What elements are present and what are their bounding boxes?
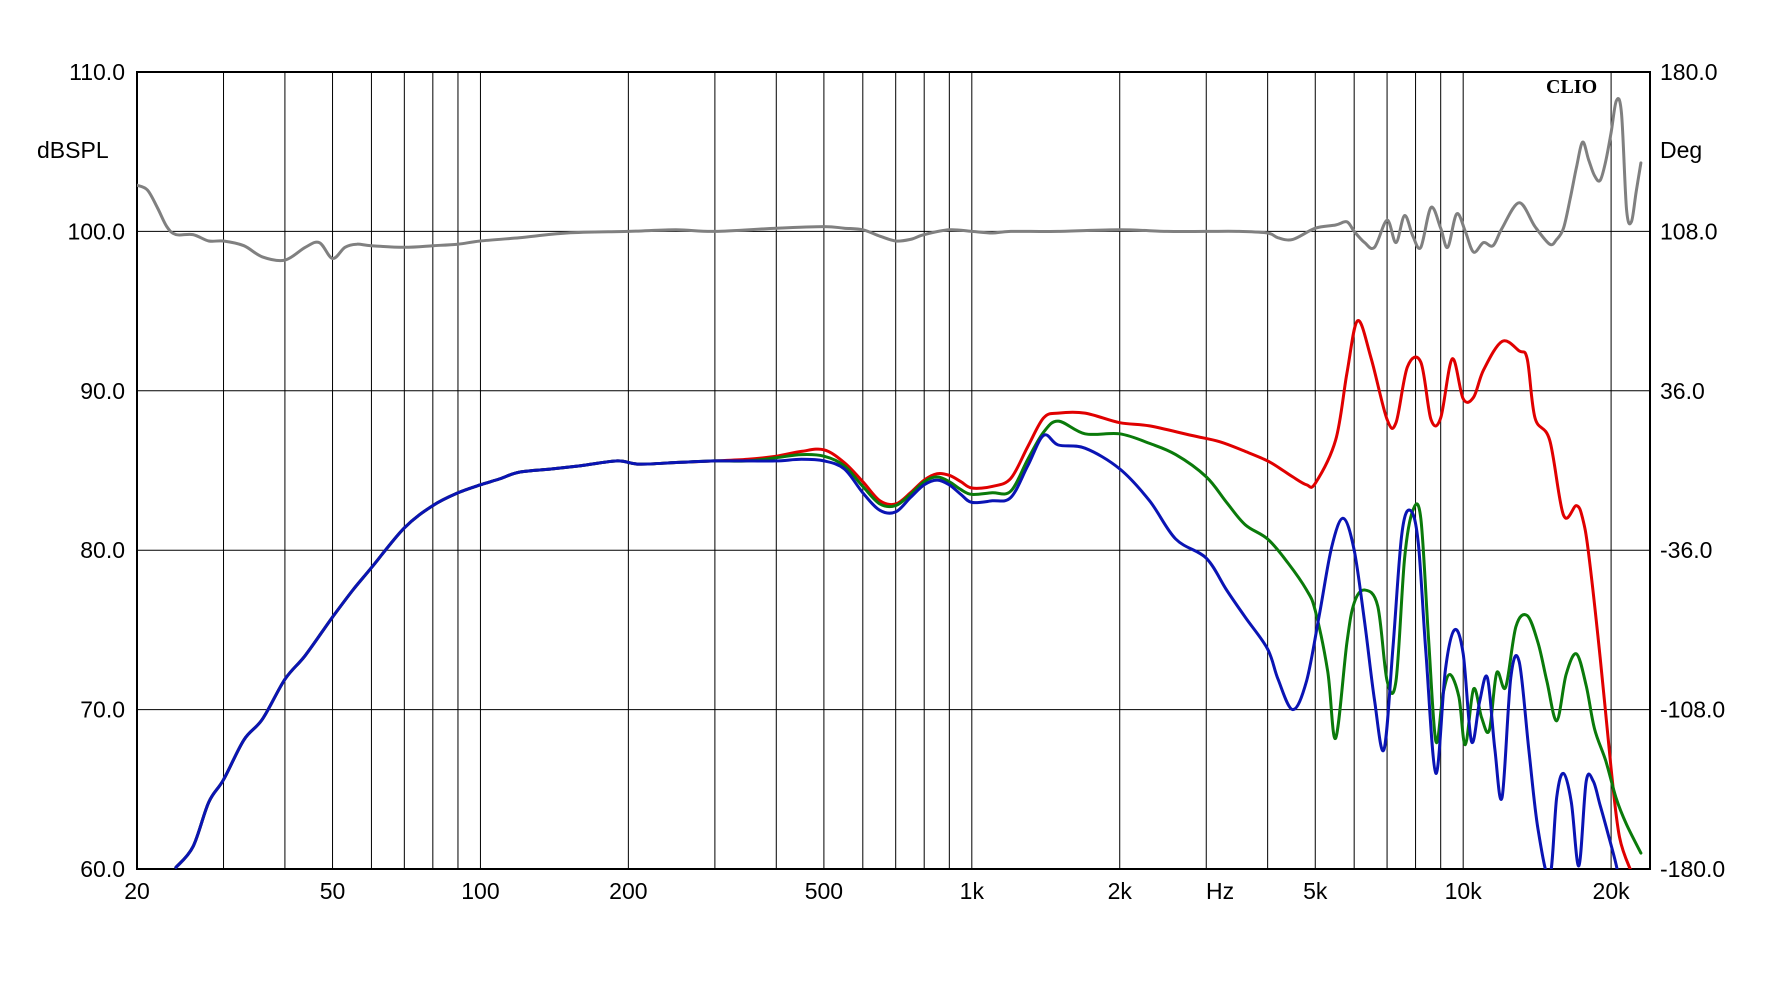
x-tick-label: 100 [461,878,499,904]
y-tick-label: 100.0 [67,218,125,244]
y2-tick-label: -36.0 [1660,537,1712,563]
y-tick-label: 110.0 [69,59,125,85]
y-tick-label: 60.0 [80,856,125,882]
y-axis-label: dBSPL [37,137,109,163]
y2-tick-label: 36.0 [1660,378,1705,404]
y2-tick-label: 180.0 [1660,59,1718,85]
y2-tick-label: -180.0 [1660,856,1725,882]
series-layer [137,97,1643,869]
x-tick-label: 500 [805,878,843,904]
x-tick-label: 50 [320,878,346,904]
y-tick-label: 90.0 [80,378,125,404]
y-tick-label: 80.0 [80,537,125,563]
x-tick-label: 5k [1303,878,1328,904]
y2-tick-label: -108.0 [1660,697,1725,723]
x-tick-label: 20 [124,878,150,904]
y-tick-label: 70.0 [80,697,125,723]
x-tick-label: 10k [1445,878,1483,904]
x-tick-label: 2k [1108,878,1133,904]
y2-tick-label: 108.0 [1660,218,1718,244]
plot-frame [136,71,1651,870]
x-tick-label: 1k [960,878,985,904]
phase-curve [137,97,1643,263]
brand-logo: CLIO [1546,76,1597,98]
response-curve-green [174,419,1643,869]
x-tick-label: 200 [609,878,647,904]
y2-axis-label: Deg [1660,137,1702,163]
labels: dBSPL Deg CLIO 110.0 100.0 90.0 80.0 70.0 60.… [37,59,1725,904]
grid [137,72,1650,869]
x-tick-label: 20k [1593,878,1631,904]
response-curve-red [174,319,1632,869]
x-axis-label: Hz [1206,878,1234,904]
response-curve-blue [174,433,1619,869]
